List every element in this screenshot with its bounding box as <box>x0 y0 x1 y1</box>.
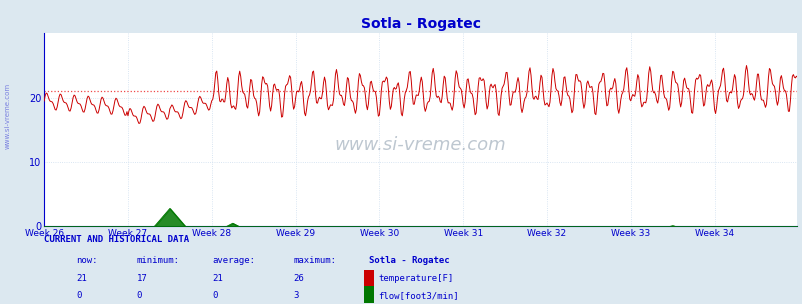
Text: 3: 3 <box>293 291 298 300</box>
Title: Sotla - Rogatec: Sotla - Rogatec <box>360 17 480 31</box>
Text: 0: 0 <box>76 291 82 300</box>
Text: 21: 21 <box>76 274 87 283</box>
Text: temperature[F]: temperature[F] <box>378 274 453 283</box>
Text: flow[foot3/min]: flow[foot3/min] <box>378 291 458 300</box>
Text: Sotla - Rogatec: Sotla - Rogatec <box>369 256 449 265</box>
Text: www.si-vreme.com: www.si-vreme.com <box>5 82 10 149</box>
Text: 0: 0 <box>213 291 218 300</box>
Text: minimum:: minimum: <box>136 256 180 265</box>
Text: 26: 26 <box>293 274 303 283</box>
Text: CURRENT AND HISTORICAL DATA: CURRENT AND HISTORICAL DATA <box>44 235 189 244</box>
Text: www.si-vreme.com: www.si-vreme.com <box>334 136 506 154</box>
Text: 21: 21 <box>213 274 223 283</box>
Text: 0: 0 <box>136 291 142 300</box>
Text: average:: average: <box>213 256 256 265</box>
Text: now:: now: <box>76 256 98 265</box>
Text: maximum:: maximum: <box>293 256 336 265</box>
Text: 17: 17 <box>136 274 147 283</box>
